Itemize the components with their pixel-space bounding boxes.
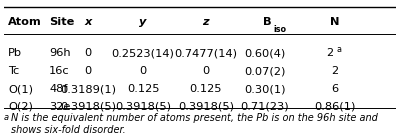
Text: N is the equivalent number of atoms present, the Pb is on the 96h site and shows: N is the equivalent number of atoms pres… — [11, 113, 378, 135]
Text: Site: Site — [49, 17, 74, 27]
Text: x: x — [84, 17, 92, 27]
Text: 2: 2 — [332, 66, 339, 76]
Text: 0.07(2): 0.07(2) — [244, 66, 285, 76]
Text: 6: 6 — [332, 84, 339, 94]
Text: 0.3918(5): 0.3918(5) — [115, 102, 171, 112]
Text: 0.3918(5): 0.3918(5) — [60, 102, 116, 112]
Text: 96h: 96h — [49, 48, 71, 58]
Text: 0.3189(1): 0.3189(1) — [60, 84, 116, 94]
Text: Tc: Tc — [8, 66, 19, 76]
Text: O(2): O(2) — [8, 102, 33, 112]
Text: a: a — [4, 113, 9, 122]
Text: 0.86(1): 0.86(1) — [314, 102, 356, 112]
Text: a: a — [337, 45, 342, 54]
Text: 0: 0 — [85, 48, 92, 58]
Text: 2: 2 — [326, 48, 333, 58]
Text: 0: 0 — [202, 66, 210, 76]
Text: B: B — [263, 17, 271, 27]
Text: 32e: 32e — [49, 102, 70, 112]
Text: N: N — [330, 17, 340, 27]
Text: 48f: 48f — [49, 84, 68, 94]
Text: 16c: 16c — [49, 66, 70, 76]
Text: y: y — [140, 17, 147, 27]
Text: 0.60(4): 0.60(4) — [244, 48, 285, 58]
Text: iso: iso — [273, 25, 286, 33]
Text: 0: 0 — [140, 66, 147, 76]
Text: z: z — [202, 17, 209, 27]
Text: 0.125: 0.125 — [127, 84, 160, 94]
Text: 0.30(1): 0.30(1) — [244, 84, 286, 94]
Text: 0: 0 — [85, 66, 92, 76]
Text: 0.125: 0.125 — [190, 84, 222, 94]
Text: Atom: Atom — [8, 17, 42, 27]
Text: O(1): O(1) — [8, 84, 33, 94]
Text: 0.71(23): 0.71(23) — [240, 102, 289, 112]
Text: 0.3918(5): 0.3918(5) — [178, 102, 234, 112]
Text: 0.2523(14): 0.2523(14) — [112, 48, 174, 58]
Text: Pb: Pb — [8, 48, 22, 58]
Text: 0.7477(14): 0.7477(14) — [174, 48, 237, 58]
